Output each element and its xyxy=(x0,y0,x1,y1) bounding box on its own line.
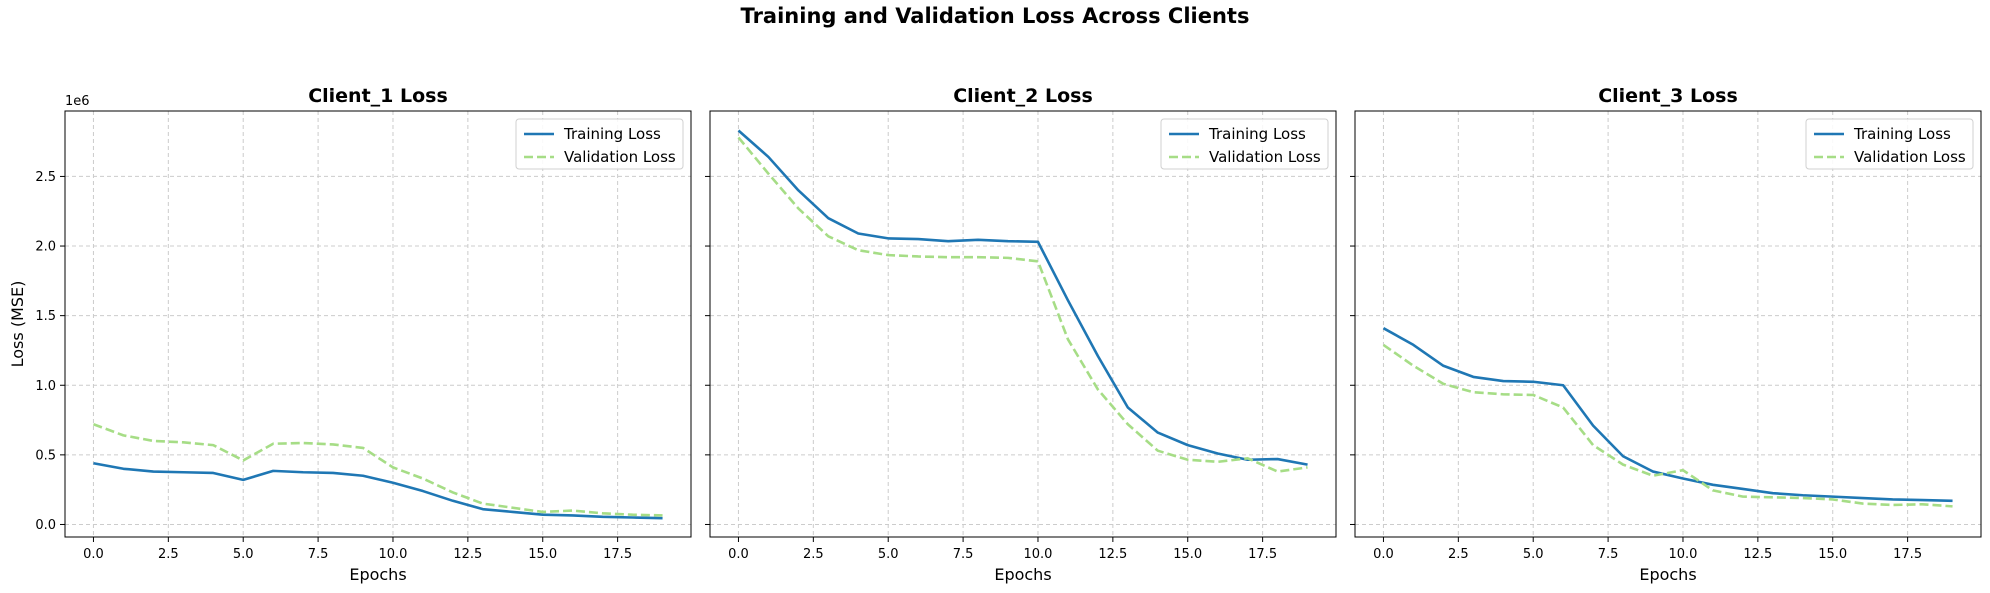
legend-box xyxy=(1160,118,1329,170)
x-tick-label: 10.0 xyxy=(378,547,407,562)
chart-title: Client_2 Loss xyxy=(953,85,1093,107)
x-axis-label: Epochs xyxy=(349,565,406,584)
training-loss-line xyxy=(737,129,1308,466)
legend: Training Loss Validation Loss xyxy=(1805,118,1974,170)
x-tick-label: 12.5 xyxy=(453,547,482,562)
y-axis-label: Loss (MSE) xyxy=(8,281,27,368)
training-loss-line xyxy=(1382,327,1953,503)
y-tick-label: 2.5 xyxy=(35,170,56,185)
y-tick-label: 1.5 xyxy=(35,309,56,324)
legend: Training Loss Validation Loss xyxy=(515,118,684,170)
legend-label: Validation Loss xyxy=(564,148,676,166)
y-tick-label: 0.5 xyxy=(35,448,56,463)
x-tick-label: 5.0 xyxy=(878,547,899,562)
x-tick-label: 7.5 xyxy=(308,547,329,562)
legend-box xyxy=(1805,118,1974,170)
chart-title: Client_1 Loss xyxy=(308,85,448,107)
validation-loss-line xyxy=(92,423,663,517)
x-tick-label: 0.0 xyxy=(1373,547,1394,562)
x-tick-label: 15.0 xyxy=(1818,547,1847,562)
x-tick-label: 2.5 xyxy=(803,547,824,562)
validation-loss-line xyxy=(737,136,1308,473)
training-loss-line xyxy=(93,461,663,520)
legend-label: Training Loss xyxy=(1208,125,1306,143)
x-tick-label: 12.5 xyxy=(1098,547,1127,562)
y-scale-offset: 1e6 xyxy=(65,94,90,109)
x-axis-label: Epochs xyxy=(994,565,1051,584)
plot-frame xyxy=(709,110,1337,538)
plot-frame xyxy=(64,110,692,538)
plot-frame xyxy=(1354,110,1982,538)
chart-panel-3: 0.0 2.5 5.0 7.5 10.0 12.5 15.0 17.5 Client_3 Los… xyxy=(1350,85,1982,584)
x-axis-label: Epochs xyxy=(1639,565,1696,584)
x-tick-label: 12.5 xyxy=(1743,547,1772,562)
validation-loss-line xyxy=(1382,343,1953,508)
y-tick-label: 1.0 xyxy=(35,379,56,394)
x-tick-label: 17.5 xyxy=(1248,547,1277,562)
x-tick-label: 10.0 xyxy=(1668,547,1697,562)
figure-title: Training and Validation Loss Across Clie… xyxy=(740,4,1250,28)
legend-label: Validation Loss xyxy=(1854,148,1966,166)
chart-title: Client_3 Loss xyxy=(1598,85,1738,107)
x-tick-label: 5.0 xyxy=(1523,547,1544,562)
x-tick-label: 0.0 xyxy=(83,547,104,562)
y-tick-label: 2.0 xyxy=(35,240,56,255)
x-tick-label: 2.5 xyxy=(158,547,179,562)
legend-label: Validation Loss xyxy=(1209,148,1321,166)
legend-label: Training Loss xyxy=(563,125,661,143)
x-tick-label: 2.5 xyxy=(1448,547,1469,562)
x-tick-label: 17.5 xyxy=(1893,547,1922,562)
x-tick-label: 15.0 xyxy=(1173,547,1202,562)
legend-box xyxy=(515,118,684,170)
y-tick-label: 0.0 xyxy=(35,518,56,533)
chart-panel-1: 0.0 2.5 5.0 7.5 10.0 12.5 15.0 17.5 0.0 0.5 1.0 1.5… xyxy=(8,85,692,584)
x-tick-label: 10.0 xyxy=(1023,547,1052,562)
x-tick-label: 5.0 xyxy=(233,547,254,562)
x-tick-label: 17.5 xyxy=(603,547,632,562)
legend-label: Training Loss xyxy=(1853,125,1951,143)
x-tick-label: 7.5 xyxy=(953,547,974,562)
legend: Training Loss Validation Loss xyxy=(1160,118,1329,170)
x-tick-label: 15.0 xyxy=(528,547,557,562)
x-tick-label: 7.5 xyxy=(1598,547,1619,562)
x-tick-label: 0.0 xyxy=(728,547,749,562)
chart-panel-2: 0.0 2.5 5.0 7.5 10.0 12.5 15.0 17.5 Client_2 Los… xyxy=(705,85,1337,584)
